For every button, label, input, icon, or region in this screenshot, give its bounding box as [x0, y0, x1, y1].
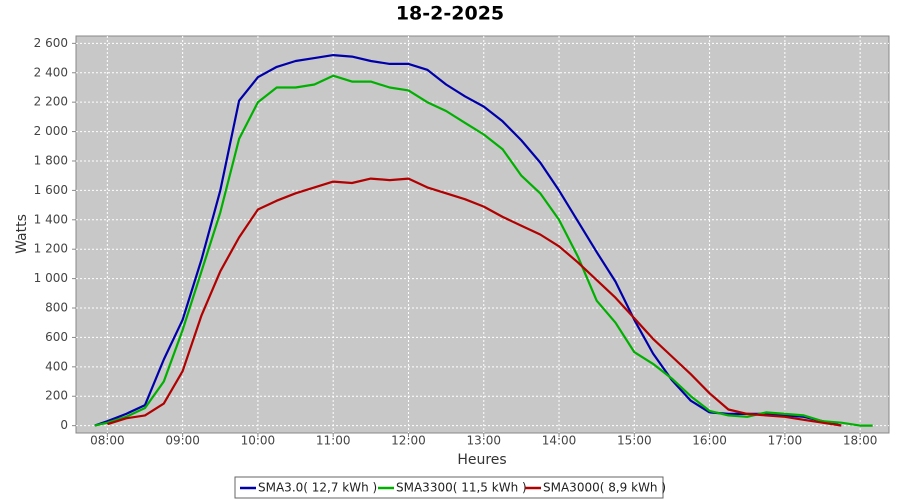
x-tick-label: 15:00 [617, 434, 652, 448]
x-tick-label: 08:00 [90, 434, 125, 448]
y-tick-label: 1 800 [34, 153, 68, 167]
x-tick-label: 12:00 [391, 434, 426, 448]
y-tick-label: 0 [60, 418, 68, 432]
y-tick-label: 2 200 [34, 95, 68, 109]
legend [234, 476, 664, 499]
y-tick-label: 1 600 [34, 183, 68, 197]
y-tick-label: 200 [45, 389, 68, 403]
x-tick-label: 13:00 [466, 434, 501, 448]
x-tick-label: 16:00 [692, 434, 727, 448]
legend-label: SMA3300( 11,5 kWh ) [396, 481, 527, 495]
series-line [107, 177, 842, 427]
y-tick-label: 2 600 [34, 36, 68, 50]
y-tick-label: 1 400 [34, 212, 68, 226]
x-tick-label: 17:00 [768, 434, 803, 448]
x-tick-label: 09:00 [165, 434, 200, 448]
legend-label: SMA3.0( 12,7 kWh ) [258, 481, 377, 495]
legend-label: SMA3000( 8,9 kWh ) [543, 481, 666, 495]
series-line [94, 74, 873, 427]
x-tick-label: 11:00 [316, 434, 351, 448]
y-tick-label: 1 200 [34, 242, 68, 256]
x-tick-label: 18:00 [843, 434, 878, 448]
chart-title: 18-2-2025 [396, 3, 504, 25]
x-tick-label: 10:00 [241, 434, 276, 448]
y-tick-label: 2 400 [34, 65, 68, 79]
x-tick-label: 14:00 [542, 434, 577, 448]
y-axis-label: Watts [14, 214, 30, 254]
y-tick-label: 400 [45, 359, 68, 373]
x-axis-label: Heures [457, 452, 506, 468]
y-tick-label: 600 [45, 330, 68, 344]
y-tick-label: 1 000 [34, 271, 68, 285]
y-tick-label: 2 000 [34, 124, 68, 138]
plot-area [75, 35, 890, 434]
y-tick-label: 800 [45, 301, 68, 315]
